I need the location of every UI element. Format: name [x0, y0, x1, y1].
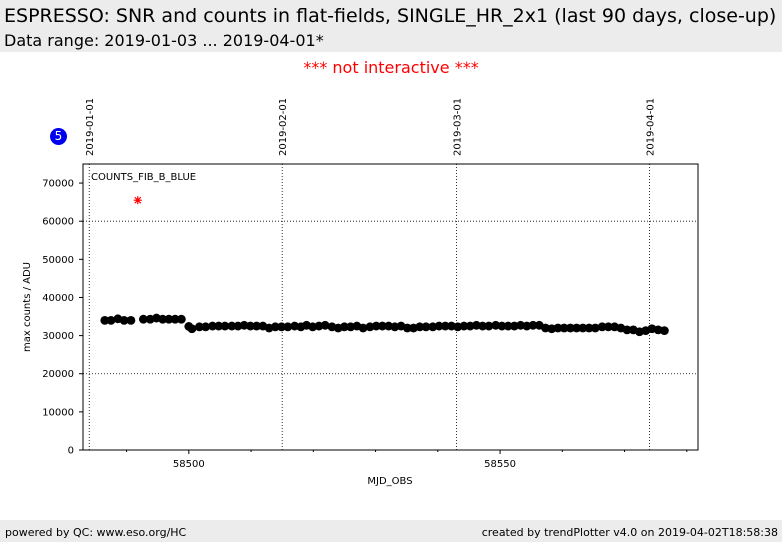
grid-lines — [83, 164, 698, 450]
data-point — [119, 315, 129, 325]
footer-created-by: created by trendPlotter v4.0 on 2019-04-… — [481, 526, 778, 539]
data-point — [402, 323, 412, 333]
footer-powered-by: powered by QC: www.eso.org/HC — [5, 526, 187, 539]
series-label: COUNTS_FIB_B_BLUE — [91, 172, 196, 183]
page-title: ESPRESSO: SNR and counts in flat-fields,… — [4, 5, 777, 27]
x-tick-label: 58550 — [484, 459, 516, 470]
data-point — [603, 322, 613, 332]
data-point — [252, 321, 262, 331]
data-point — [622, 325, 632, 335]
data-point — [358, 323, 368, 333]
data-point — [220, 321, 230, 331]
data-point — [100, 315, 110, 325]
header-bar: ESPRESSO: SNR and counts in flat-fields,… — [0, 0, 782, 52]
data-point — [214, 321, 224, 331]
y-tick-label: 30000 — [42, 331, 74, 342]
data-point — [227, 321, 237, 331]
axes: 2019-01-01 2019-02-01 2019-03-01 2019-04-01… — [42, 98, 688, 470]
data-point — [246, 321, 255, 331]
y-tick-label: 10000 — [42, 407, 74, 418]
data-point — [170, 314, 180, 324]
data-point — [208, 321, 217, 331]
x-axis-label: MJD_OBS — [367, 476, 412, 487]
date-tick-label: 2019-04-01 — [645, 98, 656, 156]
data-point — [378, 321, 387, 331]
data-point — [597, 322, 607, 332]
data-point — [187, 324, 197, 334]
data-point — [434, 321, 444, 331]
data-point — [277, 322, 286, 332]
y-tick-label: 0 — [68, 446, 74, 457]
data-point — [584, 323, 594, 333]
data-point — [415, 322, 425, 332]
not-interactive-notice: *** not interactive *** — [303, 58, 479, 77]
scatter-chart: 2019-01-01 2019-02-01 2019-03-01 2019-04-01… — [22, 98, 699, 487]
data-point — [484, 321, 494, 331]
data-point — [553, 323, 563, 333]
y-tick-label: 60000 — [42, 217, 74, 228]
y-axis-label: max counts / ADU — [22, 262, 33, 352]
data-point — [158, 314, 168, 324]
data-point — [106, 315, 116, 325]
data-points — [100, 196, 669, 337]
data-point — [590, 323, 600, 333]
outlier-point — [133, 196, 142, 205]
date-tick-label: 2019-03-01 — [452, 98, 463, 156]
y-tick-label: 50000 — [42, 255, 74, 266]
data-point — [528, 320, 538, 330]
data-point — [421, 322, 431, 332]
y-tick-label: 40000 — [42, 293, 74, 304]
data-point — [497, 321, 507, 331]
data-point — [503, 321, 513, 331]
data-point — [176, 314, 186, 324]
data-point — [572, 323, 582, 333]
plot-frame — [82, 163, 699, 451]
date-tick-label: 2019-01-01 — [85, 98, 96, 156]
data-point — [126, 315, 136, 325]
data-point — [659, 326, 669, 336]
data-point — [320, 320, 330, 330]
x-tick-label: 58500 — [173, 459, 205, 470]
data-point — [559, 323, 569, 333]
data-point — [270, 322, 280, 332]
data-point — [565, 323, 575, 333]
data-point — [138, 314, 148, 324]
data-point — [371, 321, 381, 331]
data-point — [164, 314, 174, 324]
data-point — [195, 322, 204, 332]
y-tick-label: 20000 — [42, 369, 74, 380]
date-tick-label: 2019-02-01 — [278, 98, 289, 156]
plot-number-badge: 5 — [50, 128, 67, 145]
footer-bar: powered by QC: www.eso.org/HC created by… — [0, 520, 782, 542]
data-point — [340, 322, 349, 332]
y-tick-label: 70000 — [42, 179, 74, 190]
outlier-marker-stroke — [134, 196, 142, 204]
data-range-subtitle: Data range: 2019-01-03 ... 2019-04-01* — [4, 31, 324, 50]
data-point — [440, 321, 450, 331]
data-point — [201, 322, 211, 332]
data-point — [283, 322, 293, 332]
data-point — [478, 321, 488, 331]
data-point — [459, 321, 469, 331]
data-point — [578, 323, 588, 333]
